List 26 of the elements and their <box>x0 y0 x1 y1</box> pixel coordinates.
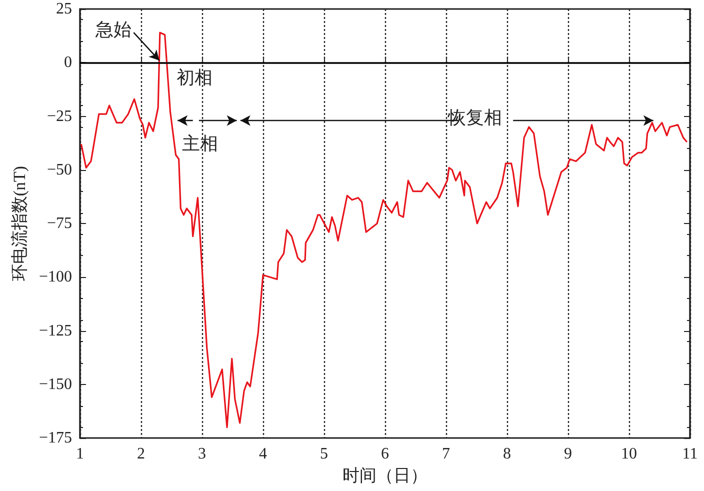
x-tick-label: 11 <box>682 446 698 462</box>
y-tick-label: −50 <box>46 161 72 178</box>
x-tick-label: 5 <box>320 446 328 462</box>
x-tick-label: 3 <box>198 446 206 462</box>
x-tick-label: 9 <box>564 446 572 462</box>
x-tick-label: 10 <box>621 446 637 462</box>
y-axis-title: 环电流指数(nT) <box>10 166 30 282</box>
y-tick-label: −175 <box>38 430 72 446</box>
y-tick-label: −25 <box>46 108 72 125</box>
x-tick-label: 6 <box>381 446 389 462</box>
annotation: 急始 <box>94 20 132 40</box>
x-tick-label: 8 <box>503 446 511 462</box>
x-tick-label: 1 <box>76 446 84 462</box>
y-tick-label: 0 <box>64 54 72 72</box>
y-tick-label: −125 <box>38 322 72 340</box>
x-tick-label: 4 <box>259 446 267 462</box>
y-tick-label: −100 <box>38 268 72 286</box>
annotation: 恢复相 <box>447 108 502 128</box>
x-tick-label: 2 <box>137 446 145 462</box>
y-tick-label: −75 <box>46 215 72 232</box>
annotation: 初相 <box>176 68 212 88</box>
annotation: 主相 <box>182 134 218 154</box>
y-tick-label: −150 <box>38 376 72 393</box>
y-tick-label: 25 <box>56 0 72 18</box>
x-axis-title: 时间（日） <box>342 466 428 485</box>
x-tick-label: 7 <box>442 446 450 462</box>
